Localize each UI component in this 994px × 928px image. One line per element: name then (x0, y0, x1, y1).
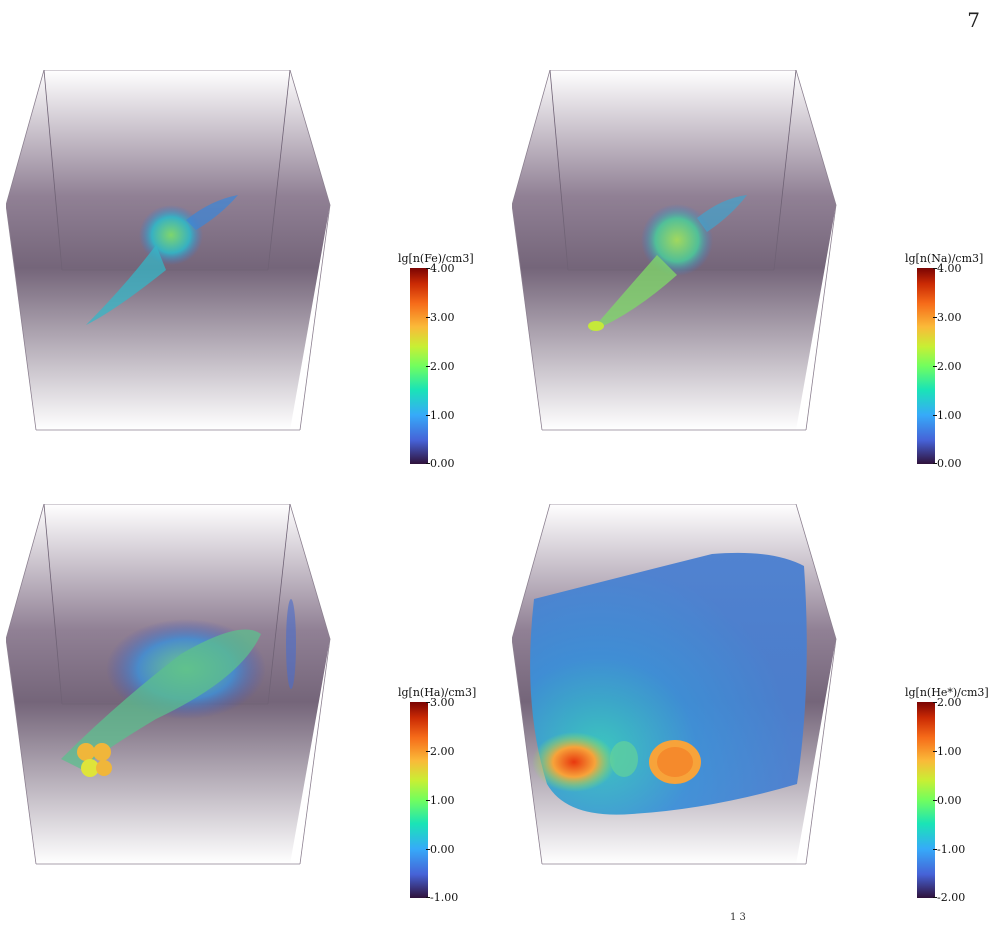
colorbar-tick: 1.00 (937, 745, 962, 758)
colorbar-tick: 1.00 (430, 409, 455, 422)
colorbar-tick: 3.00 (430, 696, 455, 709)
colorbar-tick: 0.00 (430, 457, 455, 470)
colorbar-tick: 0.00 (430, 843, 455, 856)
volume-render-fe (6, 70, 336, 440)
colorbar-title: lg[n(He*)/cm3] (905, 686, 989, 699)
colorbar-gradient (917, 702, 935, 898)
colorbar-tick: 1.00 (430, 794, 455, 807)
colorbar-ha: lg[n(Ha)/cm3] 3.00 2.00 1.00 0.00 -1.00 (398, 686, 478, 904)
colorbar-gradient (410, 268, 428, 464)
colorbar-tick: 4.00 (430, 262, 455, 275)
colorbar-tick: -1.00 (430, 891, 459, 904)
colorbar-tick: 0.00 (937, 457, 962, 470)
colorbar-tick: 2.00 (430, 360, 455, 373)
colorbar-tick: 2.00 (937, 696, 962, 709)
colorbar-tick: 4.00 (937, 262, 962, 275)
volume-render-he (512, 504, 842, 874)
colorbar-title: lg[n(Fe)/cm3] (398, 252, 474, 265)
colorbar-tick: 0.00 (937, 794, 962, 807)
colorbar-tick: -1.00 (937, 843, 966, 856)
colorbar-title: lg[n(Ha)/cm3] (398, 686, 477, 699)
page-number: 7 (967, 8, 980, 32)
caption-fragment: 1 3 (730, 912, 746, 923)
colorbar-na: lg[n(Na)/cm3] 4.00 3.00 2.00 1.00 0.00 (905, 252, 985, 470)
colorbar-tick: 1.00 (937, 409, 962, 422)
colorbar-tick: 2.00 (430, 745, 455, 758)
colorbar-tick: 3.00 (937, 311, 962, 324)
colorbar-gradient (917, 268, 935, 464)
volume-render-na (512, 70, 842, 440)
colorbar-gradient (410, 702, 428, 898)
colorbar-title: lg[n(Na)/cm3] (905, 252, 984, 265)
volume-render-ha (6, 504, 336, 874)
colorbar-he: lg[n(He*)/cm3] 2.00 1.00 0.00 -1.00 -2.0… (905, 686, 989, 904)
colorbar-fe: lg[n(Fe)/cm3] 4.00 3.00 2.00 1.00 0.00 (398, 252, 478, 470)
colorbar-tick: 2.00 (937, 360, 962, 373)
colorbar-tick: 3.00 (430, 311, 455, 324)
colorbar-tick: -2.00 (937, 891, 966, 904)
